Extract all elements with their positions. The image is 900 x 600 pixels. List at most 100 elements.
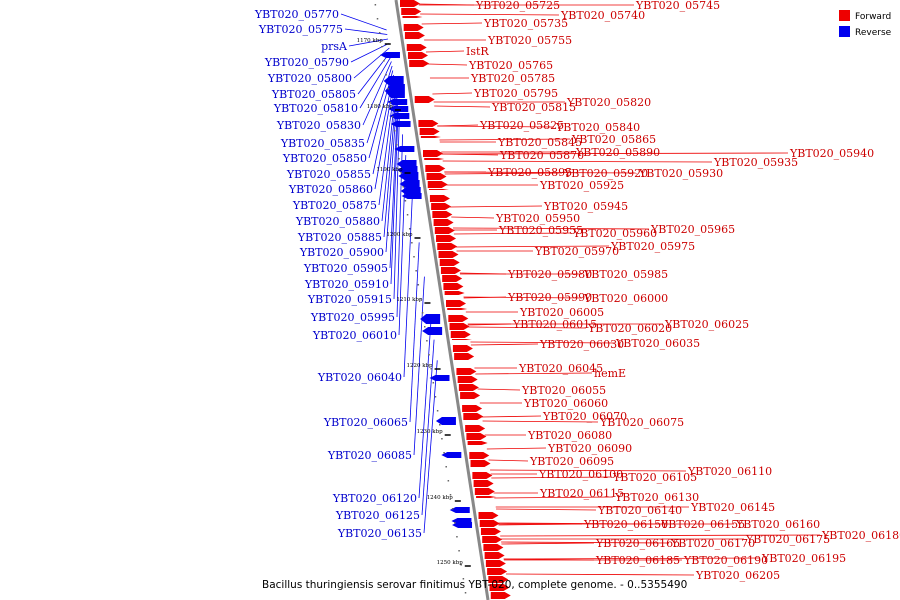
forward-gene-glyph (452, 345, 473, 352)
minor-tick (391, 116, 394, 118)
forward-gene-label: YBT020_05935 (713, 156, 798, 169)
minor-tick (398, 158, 400, 160)
reverse-gene-label: YBT020_05800 (267, 72, 352, 85)
forward-connector (434, 105, 491, 108)
reverse-gene-label: YBT020_06010 (312, 329, 397, 342)
reverse-connector (374, 79, 395, 190)
reverse-connector (362, 61, 392, 126)
reverse-connector (398, 155, 407, 336)
forward-gene-label: YBT020_05920 (563, 167, 648, 180)
forward-gene-glyph (454, 353, 475, 360)
forward-gene-label: YBT020_06180 (821, 529, 900, 542)
forward-gene-glyph (406, 44, 427, 51)
forward-gene-glyph (458, 384, 479, 391)
forward-gene-glyph (427, 181, 448, 188)
minor-tick (415, 270, 417, 272)
reverse-gene-label: YBT020_06040 (317, 371, 402, 384)
minor-tick (439, 424, 441, 426)
forward-connector (475, 372, 593, 375)
forward-gene-glyph (462, 405, 483, 412)
forward-connector (455, 245, 610, 248)
reverse-connector (385, 97, 398, 253)
forward-gene-glyph (465, 425, 486, 432)
tick-label: 1180 kbp (367, 104, 394, 110)
forward-gene-glyph (476, 496, 497, 498)
forward-gene-label: YBT020_05940 (789, 147, 874, 160)
forward-gene-label: YBT020_06045 (518, 362, 603, 375)
forward-connector (421, 22, 483, 25)
forward-gene-label: YBT020_05975 (610, 240, 695, 253)
reverse-connector (423, 360, 438, 534)
forward-gene-glyph (428, 189, 449, 190)
reverse-connector (372, 74, 394, 175)
forward-gene-label: YBT020_06100 (538, 468, 623, 481)
minor-tick (417, 284, 420, 286)
forward-gene-label: YBT020_05795 (473, 87, 558, 100)
reverse-gene-glyph (449, 507, 470, 513)
forward-gene-label: YBT020_05895 (487, 166, 572, 179)
forward-gene-glyph (444, 291, 465, 295)
reverse-connector (389, 101, 399, 269)
minor-tick (447, 480, 450, 482)
forward-gene-label: YBT020_05725 (475, 0, 560, 12)
forward-connector (490, 469, 687, 472)
reverse-gene-label: YBT020_06120 (332, 492, 417, 505)
forward-gene-label: YBT020_05985 (583, 268, 668, 281)
forward-gene-label: YBT020_06090 (547, 442, 632, 455)
forward-gene-label: YBT020_05930 (638, 167, 723, 180)
reverse-gene-label: YBT020_05900 (299, 246, 384, 259)
forward-gene-glyph (400, 0, 420, 7)
forward-gene-label: YBT020_06140 (597, 504, 682, 517)
forward-gene-glyph (456, 368, 477, 375)
minor-tick (428, 354, 430, 356)
forward-gene-label: YBT020_06080 (527, 429, 612, 442)
forward-gene-label: YBT020_05925 (539, 179, 624, 192)
forward-gene-glyph (418, 120, 439, 127)
forward-connector (420, 13, 560, 16)
minor-tick (374, 4, 377, 6)
forward-gene-glyph (425, 165, 446, 172)
forward-connector (491, 476, 612, 479)
forward-gene-glyph (485, 560, 506, 567)
scale-ticks: 1170 kbp 1180 kbp 1190 kbp 1200 kbp 1210 kbp… (357, 4, 471, 594)
reverse-gene-glyph (384, 84, 405, 98)
forward-gene-label: YBT020_06015 (512, 318, 597, 331)
forward-connector (500, 534, 821, 537)
forward-gene-glyph (414, 96, 435, 103)
forward-gene-glyph (478, 512, 499, 519)
reverse-gene-glyph (452, 522, 473, 528)
reverse-gene-label: YBT020_05910 (304, 278, 389, 291)
minor-tick (449, 494, 452, 496)
forward-gene-label: YBT020_06165 (595, 537, 680, 550)
forward-gene-glyph (466, 433, 487, 440)
forward-gene-label: IstR (466, 45, 489, 58)
reverse-gene-label: YBT020_05775 (258, 23, 343, 36)
forward-gene-label: YBT020_05960 (572, 227, 657, 240)
reverse-connector (413, 276, 425, 456)
forward-gene-label: YBT020_05990 (507, 291, 592, 304)
minor-tick (445, 466, 447, 468)
forward-connector (482, 420, 599, 423)
reverse-gene-label: YBT020_05770 (254, 8, 339, 21)
reverse-gene-label: YBT020_05805 (271, 88, 356, 101)
forward-gene-glyph (483, 544, 504, 551)
minor-tick (421, 312, 424, 314)
reverse-connector (378, 83, 396, 206)
minor-tick (443, 452, 445, 454)
reverse-connector (359, 56, 392, 109)
forward-gene-glyph (449, 323, 470, 330)
forward-gene-glyph (451, 339, 472, 340)
forward-gene-glyph (443, 283, 464, 290)
forward-gene-label: YBT020_05785 (470, 72, 555, 85)
minor-tick (432, 382, 435, 384)
forward-gene-label: YBT020_06150 (583, 518, 668, 531)
minor-tick (441, 438, 443, 440)
forward-gene-glyph (403, 24, 424, 31)
reverse-gene-glyph (435, 417, 456, 425)
forward-gene-glyph (489, 584, 510, 591)
reverse-gene-label: YBT020_05905 (303, 262, 388, 275)
tick-label: 1220 kbp (406, 363, 433, 369)
forward-connector (501, 541, 670, 544)
reverse-gene-label: YBT020_05860 (288, 183, 373, 196)
forward-connector (425, 50, 465, 53)
